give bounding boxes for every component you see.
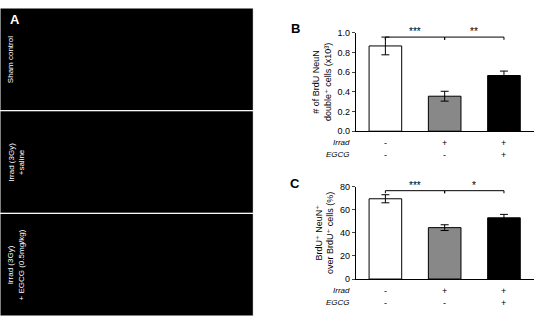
svg-text:0.8: 0.8	[337, 48, 350, 58]
svg-text:0.6: 0.6	[337, 67, 350, 77]
svg-text:# of BrdU NeuNdouble⁺ cells (x: # of BrdU NeuNdouble⁺ cells (x10³)	[311, 43, 333, 121]
svg-text:-: -	[443, 298, 446, 308]
svg-text:60: 60	[340, 205, 350, 215]
svg-text:B: B	[291, 21, 300, 36]
svg-text:**: **	[470, 26, 478, 37]
svg-text:1.0: 1.0	[337, 28, 350, 38]
svg-text:-: -	[384, 286, 387, 296]
svg-text:+: +	[442, 286, 447, 296]
svg-text:Irrad (3Gy)+ EGCG (0.5mg/kg): Irrad (3Gy)+ EGCG (0.5mg/kg)	[6, 229, 25, 300]
svg-text:Irrad (3Gy)+saline: Irrad (3Gy)+saline	[7, 143, 26, 182]
svg-text:-: -	[443, 150, 446, 160]
svg-text:BrdU⁺ NeuN⁺over BrdU⁺ cells (%: BrdU⁺ NeuN⁺over BrdU⁺ cells (%)	[314, 192, 336, 274]
svg-text:-: -	[384, 138, 387, 148]
svg-text:Sham control: Sham control	[6, 36, 15, 83]
svg-text:+: +	[501, 298, 506, 308]
svg-text:40: 40	[340, 228, 350, 238]
svg-text:EGCG: EGCG	[326, 298, 350, 307]
svg-text:80: 80	[340, 182, 350, 192]
svg-text:+: +	[501, 150, 506, 160]
svg-text:0.0: 0.0	[337, 126, 350, 136]
svg-text:-: -	[384, 298, 387, 308]
svg-text:A: A	[10, 12, 20, 27]
svg-text:Irrad: Irrad	[333, 286, 350, 295]
svg-text:C: C	[290, 176, 300, 191]
svg-text:20: 20	[340, 251, 350, 261]
svg-text:+: +	[501, 286, 506, 296]
svg-text:-: -	[384, 150, 387, 160]
svg-text:0: 0	[345, 274, 350, 284]
svg-text:0.4: 0.4	[337, 87, 350, 97]
svg-text:0.2: 0.2	[337, 107, 350, 117]
svg-text:*: *	[472, 180, 476, 191]
svg-text:***: ***	[409, 180, 421, 191]
svg-text:EGCG: EGCG	[326, 150, 350, 159]
svg-text:***: ***	[409, 26, 421, 37]
svg-text:+: +	[442, 138, 447, 148]
svg-text:Irrad: Irrad	[333, 138, 350, 147]
svg-text:+: +	[501, 138, 506, 148]
